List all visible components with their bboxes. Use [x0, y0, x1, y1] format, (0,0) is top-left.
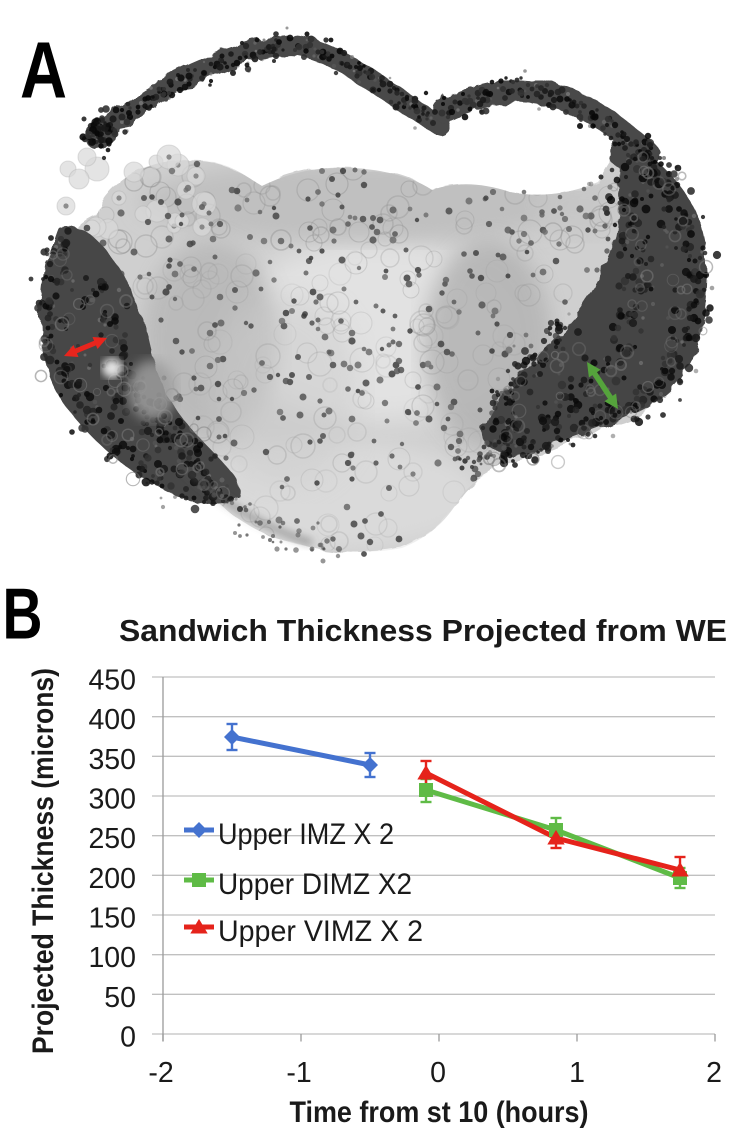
- svg-text:350: 350: [88, 744, 136, 776]
- svg-text:0: 0: [430, 1057, 446, 1089]
- svg-text:400: 400: [88, 704, 136, 736]
- svg-text:B: B: [3, 580, 43, 655]
- svg-text:A: A: [20, 26, 67, 115]
- svg-text:Time from st 10 (hours): Time from st 10 (hours): [290, 1096, 589, 1129]
- svg-text:1: 1: [569, 1057, 585, 1089]
- svg-text:450: 450: [88, 665, 136, 697]
- svg-text:0: 0: [120, 1022, 136, 1054]
- svg-text:Sandwich Thickness Projected f: Sandwich Thickness Projected from WE: [119, 614, 727, 648]
- svg-text:150: 150: [88, 903, 136, 935]
- svg-text:100: 100: [88, 942, 136, 974]
- svg-text:250: 250: [88, 823, 136, 855]
- svg-text:-1: -1: [286, 1057, 311, 1089]
- svg-text:Upper IMZ X 2: Upper IMZ X 2: [218, 818, 394, 851]
- svg-text:200: 200: [88, 863, 136, 895]
- svg-text:Upper DIMZ X2: Upper DIMZ X2: [218, 868, 412, 901]
- svg-text:Projected Thickness (microns): Projected Thickness (microns): [27, 668, 60, 1054]
- svg-text:50: 50: [104, 982, 136, 1014]
- svg-text:Upper VIMZ X 2: Upper VIMZ X 2: [218, 915, 423, 948]
- svg-text:-2: -2: [148, 1057, 173, 1089]
- svg-text:2: 2: [706, 1057, 722, 1089]
- svg-text:300: 300: [88, 784, 136, 816]
